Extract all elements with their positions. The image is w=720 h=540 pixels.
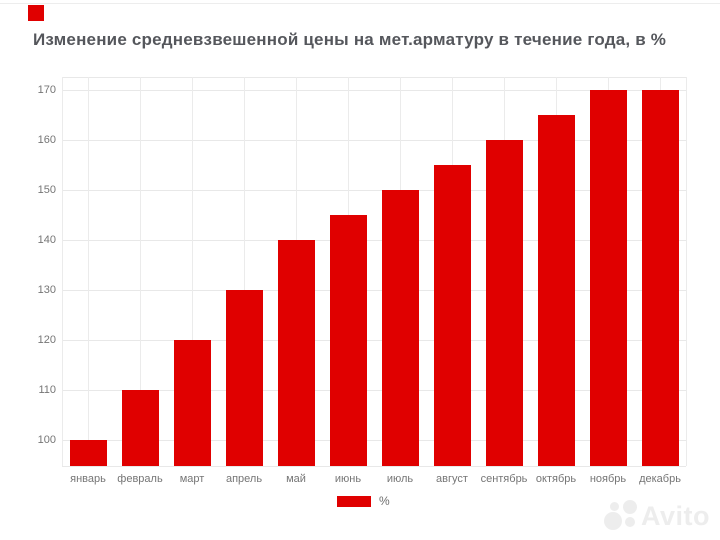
x-axis-label: январь <box>70 473 106 485</box>
x-gridline <box>192 77 193 466</box>
y-tick-label: 140 <box>37 234 56 246</box>
x-gridline <box>88 77 89 466</box>
y-gridline <box>62 290 686 291</box>
bar-сентябрь <box>485 140 523 466</box>
x-axis-label: июнь <box>334 473 362 485</box>
y-tick-label: 100 <box>37 434 56 446</box>
x-axis-label: август <box>436 473 468 485</box>
avito-logo-circle <box>610 502 619 511</box>
plot-top-line <box>62 77 686 78</box>
bar-апрель <box>225 290 263 466</box>
top-border-line <box>0 3 720 4</box>
x-axis-baseline <box>62 466 686 467</box>
bar-январь <box>69 440 107 466</box>
y-gridline <box>62 190 686 191</box>
y-gridline <box>62 340 686 341</box>
y-tick-label: 170 <box>37 84 56 96</box>
legend: % <box>337 494 390 508</box>
bar-август <box>433 165 471 466</box>
x-gridline <box>244 77 245 466</box>
bar-ноябрь <box>589 90 627 466</box>
x-axis-label: февраль <box>117 473 163 485</box>
y-tick-label: 130 <box>37 284 56 296</box>
x-axis-label: май <box>286 473 306 485</box>
y-tick-label: 120 <box>37 334 56 346</box>
legend-swatch <box>337 495 371 507</box>
x-axis-label: сентябрь <box>480 473 528 485</box>
x-axis-label: июль <box>386 473 414 485</box>
x-gridline <box>140 77 141 466</box>
x-axis-label: декабрь <box>639 473 681 485</box>
x-axis-label: октябрь <box>535 473 577 485</box>
plot-right-line <box>686 77 687 466</box>
bar-февраль <box>121 390 159 466</box>
plot-left-line <box>62 77 63 466</box>
y-gridline <box>62 390 686 391</box>
y-gridline <box>62 440 686 441</box>
y-tick-label: 110 <box>38 384 56 396</box>
chart-title: Изменение средневзвешенной цены на мет.а… <box>33 30 667 49</box>
x-axis-label: апрель <box>225 473 263 485</box>
bar-май <box>277 240 315 466</box>
avito-logo-circle <box>625 517 635 527</box>
avito-logo-circle <box>604 512 622 530</box>
bar-март <box>173 340 211 466</box>
legend-label: % <box>379 494 390 508</box>
bar-декабрь <box>641 90 679 466</box>
y-gridline <box>62 240 686 241</box>
avito-watermark: Avito <box>602 498 717 538</box>
x-axis-label: март <box>179 473 205 485</box>
avito-logo-text: Avito <box>641 501 710 531</box>
y-gridline <box>62 90 686 91</box>
y-tick-label: 160 <box>37 134 56 146</box>
bar-июнь <box>329 215 367 466</box>
bar-июль <box>381 190 419 466</box>
y-gridline <box>62 140 686 141</box>
corner-red-square <box>28 5 44 21</box>
avito-logo-circle <box>623 500 637 514</box>
bar-октябрь <box>537 115 575 466</box>
y-tick-label: 150 <box>37 184 56 196</box>
x-axis-label: ноябрь <box>589 473 627 485</box>
